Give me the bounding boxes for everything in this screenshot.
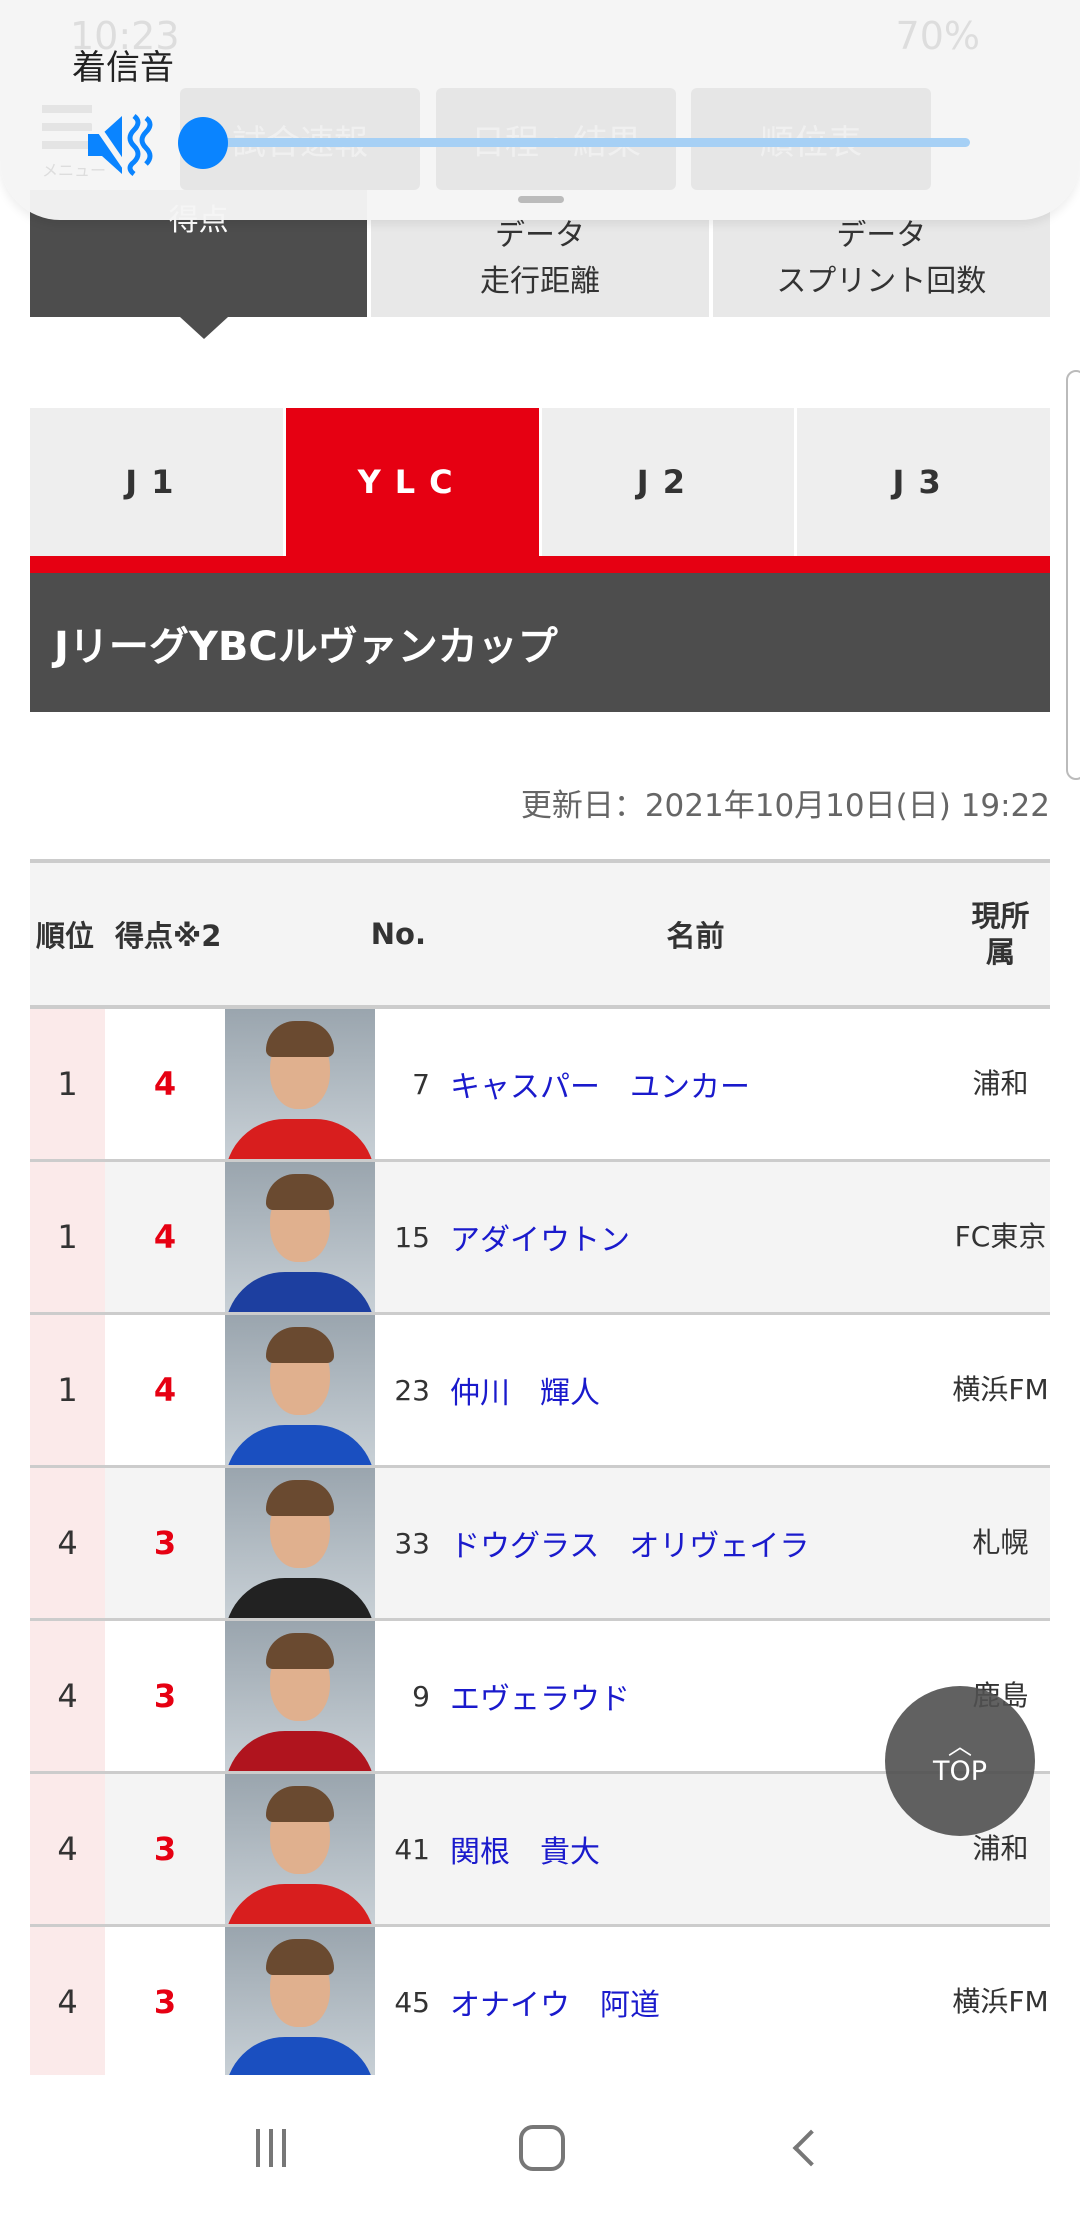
system-nav-bar	[0, 2075, 1080, 2220]
team-cell: FC東京	[951, 1160, 1050, 1315]
score-cell: 3	[105, 1619, 225, 1774]
number-cell: 41	[375, 1772, 440, 1927]
table-row: 1 4 15 アダイウトン FC東京	[30, 1160, 1050, 1315]
rank-cell: 4	[30, 1925, 105, 2080]
player-photo	[225, 1007, 375, 1162]
tab-label: データ スプリント回数	[776, 217, 987, 299]
home-icon[interactable]	[518, 2124, 565, 2171]
recent-apps-icon[interactable]	[256, 2128, 287, 2167]
active-tab-pointer	[180, 317, 228, 339]
table-row: 4 3 41 関根 貴大 浦和	[30, 1772, 1050, 1927]
team-cell: 札幌	[951, 1466, 1050, 1621]
score-cell: 4	[105, 1313, 225, 1468]
league-tab-j2[interactable]: J2	[541, 408, 795, 556]
scorers-table: 順位 得点※2 No. 名前 現所属 1 4 7 キャスパー ユンカー 浦和 1 …	[30, 859, 1050, 2080]
table-row: 1 4 7 キャスパー ユンカー 浦和	[30, 1007, 1050, 1162]
player-name-link[interactable]: アダイウトン	[440, 1160, 951, 1315]
league-tabs: J1 YLC J2 J3	[30, 408, 1050, 556]
header-score: 得点※2	[105, 859, 225, 1009]
score-cell: 4	[105, 1007, 225, 1162]
number-cell: 9	[375, 1619, 440, 1774]
player-photo	[225, 1772, 375, 1927]
number-cell: 15	[375, 1160, 440, 1315]
number-cell: 33	[375, 1466, 440, 1621]
player-name-link[interactable]: オナイウ 阿道	[440, 1925, 951, 2080]
rank-cell: 1	[30, 1007, 105, 1162]
number-cell: 23	[375, 1313, 440, 1468]
player-photo	[225, 1619, 375, 1774]
player-photo	[225, 1313, 375, 1468]
table-row: 4 3 45 オナイウ 阿道 横浜FM	[30, 1925, 1050, 2080]
header-no: No.	[225, 859, 440, 1009]
back-to-top-button[interactable]: ︿ TOP	[885, 1686, 1035, 1836]
team-cell: 横浜FM	[951, 1313, 1050, 1468]
volume-slider[interactable]	[205, 138, 970, 147]
player-name-link[interactable]: ドウグラス オリヴェイラ	[440, 1466, 951, 1621]
divider	[30, 556, 1050, 573]
updated-date: 更新日：2021年10月10日(日) 19:22	[520, 788, 1050, 824]
number-cell: 7	[375, 1007, 440, 1162]
score-cell: 3	[105, 1466, 225, 1621]
table-row: 4 3 33 ドウグラス オリヴェイラ 札幌	[30, 1466, 1050, 1621]
player-name-link[interactable]: エヴェラウド	[440, 1619, 951, 1774]
battery-level: 70%	[895, 14, 980, 58]
player-photo	[225, 1160, 375, 1315]
number-cell: 45	[375, 1925, 440, 2080]
rank-cell: 4	[30, 1619, 105, 1774]
team-cell: 横浜FM	[951, 1925, 1050, 2080]
panel-drag-handle[interactable]	[518, 196, 564, 203]
player-photo	[225, 1925, 375, 2080]
volume-slider-thumb[interactable]	[178, 117, 228, 169]
league-tab-j1[interactable]: J1	[30, 408, 283, 556]
rank-cell: 1	[30, 1313, 105, 1468]
menu-icon[interactable]: メニュー	[42, 105, 107, 181]
player-name-link[interactable]: 関根 貴大	[440, 1772, 951, 1927]
header-team: 現所属	[951, 859, 1050, 1009]
player-name-link[interactable]: 仲川 輝人	[440, 1313, 951, 1468]
player-name-link[interactable]: キャスパー ユンカー	[440, 1007, 951, 1162]
rank-cell: 1	[30, 1160, 105, 1315]
rank-cell: 4	[30, 1466, 105, 1621]
status-bar: 10:23 70%	[70, 14, 1010, 58]
league-tab-ylc[interactable]: YLC	[285, 408, 539, 556]
score-cell: 3	[105, 1772, 225, 1927]
menu-label: メニュー	[42, 161, 107, 180]
team-cell: 浦和	[951, 1007, 1050, 1162]
tab-label: データ 走行距離	[479, 217, 600, 299]
score-cell: 4	[105, 1160, 225, 1315]
header-name: 名前	[440, 859, 951, 1009]
rank-cell: 4	[30, 1772, 105, 1927]
mute-vibrate-icon[interactable]	[86, 112, 156, 182]
top-label: TOP	[932, 1755, 988, 1787]
table-row: 1 4 23 仲川 輝人 横浜FM	[30, 1313, 1050, 1468]
competition-title: JリーグYBCルヴァンカップ	[30, 573, 1050, 712]
volume-panel-title: 着信音	[72, 48, 174, 88]
header-rank: 順位	[30, 859, 105, 1009]
chevron-up-icon: ︿	[948, 1731, 972, 1760]
table-row: 4 3 9 エヴェラウド 鹿島	[30, 1619, 1050, 1774]
back-icon[interactable]	[792, 2129, 830, 2166]
player-photo	[225, 1466, 375, 1621]
league-tab-j3[interactable]: J3	[797, 408, 1050, 556]
table-header: 順位 得点※2 No. 名前 現所属	[30, 859, 1050, 1009]
clock: 10:23	[70, 14, 180, 58]
edge-panel-handle[interactable]	[1066, 370, 1080, 780]
score-cell: 3	[105, 1925, 225, 2080]
